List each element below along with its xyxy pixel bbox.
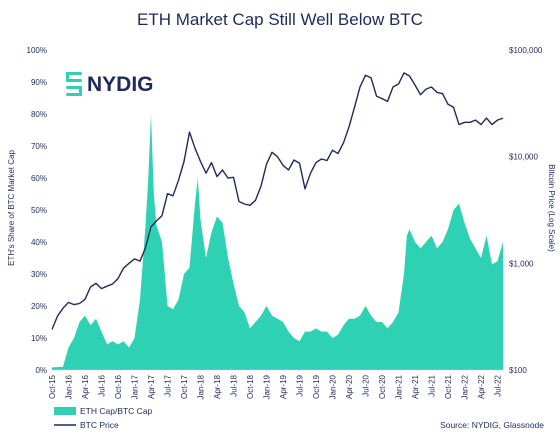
eth-btc-area [52, 114, 503, 370]
left-tick-label: 100% [27, 46, 47, 55]
btc-price-line-layer [51, 72, 504, 330]
x-tick-label: Oct-17 [180, 374, 189, 399]
right-tick-label: $100 [509, 366, 527, 375]
source-note: Source: NYDIG, Glassnode [440, 420, 544, 430]
left-tick-label: 20% [31, 302, 47, 311]
eth-btc-area-layer [52, 114, 503, 370]
left-tick-label: 10% [31, 334, 47, 343]
x-tick-label: Oct-15 [48, 374, 57, 399]
x-tick-label: Oct-21 [444, 374, 453, 399]
left-tick-label: 70% [31, 142, 47, 151]
x-tick-label: Jul-16 [98, 374, 107, 396]
chart-title: ETH Market Cap Still Well Below BTC [137, 10, 423, 29]
right-axis-label: Bitcoin Price (Log Scale) [547, 164, 556, 252]
x-tick-label: Oct-18 [246, 374, 255, 399]
legend: ETH Cap/BTC Cap BTC Price [54, 406, 153, 430]
x-tick-label: Apr-18 [213, 374, 222, 399]
x-tick-label: Jul-17 [164, 374, 173, 396]
left-tick-label: 40% [31, 238, 47, 247]
x-tick-label: Apr-22 [477, 374, 486, 399]
left-tick-label: 90% [31, 78, 47, 87]
x-tick-label: Jul-19 [296, 374, 305, 396]
x-tick-label: Jan-16 [65, 374, 74, 399]
x-tick-label: Jul-22 [494, 374, 503, 396]
x-axis-ticks: Oct-15 Jan-16 Apr-16 Jul-16 Oct-16 Jan-17 Apr-… [48, 374, 503, 399]
legend-swatch-eth-btc [54, 407, 76, 415]
x-tick-label: Oct-16 [114, 374, 123, 399]
x-tick-label: Apr-21 [411, 374, 420, 399]
x-tick-label: Apr-19 [279, 374, 288, 399]
x-tick-label: Oct-20 [378, 374, 387, 399]
left-tick-label: 30% [31, 270, 47, 279]
x-tick-label: Jul-21 [428, 374, 437, 396]
left-tick-label: 80% [31, 110, 47, 119]
right-tick-label: $100,000 [509, 46, 543, 55]
left-axis-label: ETH's Share of BTC Market Cap [7, 150, 16, 266]
right-tick-label: $10,000 [509, 153, 538, 162]
x-tick-label: Oct-19 [312, 374, 321, 399]
x-tick-label: Jul-20 [362, 374, 371, 396]
x-tick-label: Jan-18 [197, 374, 206, 399]
left-axis-ticks: 0% 10% 20% 30% 40% 50% 60% 70% 80% 90% 100% [27, 46, 47, 375]
x-tick-label: Jan-17 [131, 374, 140, 399]
nydig-logo-icon [66, 72, 82, 96]
x-tick-label: Jan-21 [395, 374, 404, 399]
x-tick-label: Apr-16 [81, 374, 90, 399]
x-tick-label: Jan-22 [461, 374, 470, 399]
nydig-logo: NYDIG [66, 72, 154, 96]
right-axis-ticks: $100 $1,000 $10,000 $100,000 [509, 46, 543, 375]
left-tick-label: 60% [31, 174, 47, 183]
legend-label-eth-btc: ETH Cap/BTC Cap [80, 406, 153, 416]
x-tick-label: Jul-18 [230, 374, 239, 396]
x-tick-label: Apr-20 [345, 374, 354, 399]
nydig-logo-text: NYDIG [87, 73, 154, 96]
btc-price-line [51, 72, 504, 330]
legend-label-btc-price: BTC Price [80, 420, 119, 430]
left-tick-label: 50% [31, 206, 47, 215]
plot-area [51, 72, 504, 370]
x-tick-label: Apr-17 [147, 374, 156, 399]
right-tick-label: $1,000 [509, 259, 534, 268]
x-tick-label: Jan-20 [329, 374, 338, 399]
left-tick-label: 0% [35, 366, 47, 375]
x-tick-label: Jan-19 [263, 374, 272, 399]
